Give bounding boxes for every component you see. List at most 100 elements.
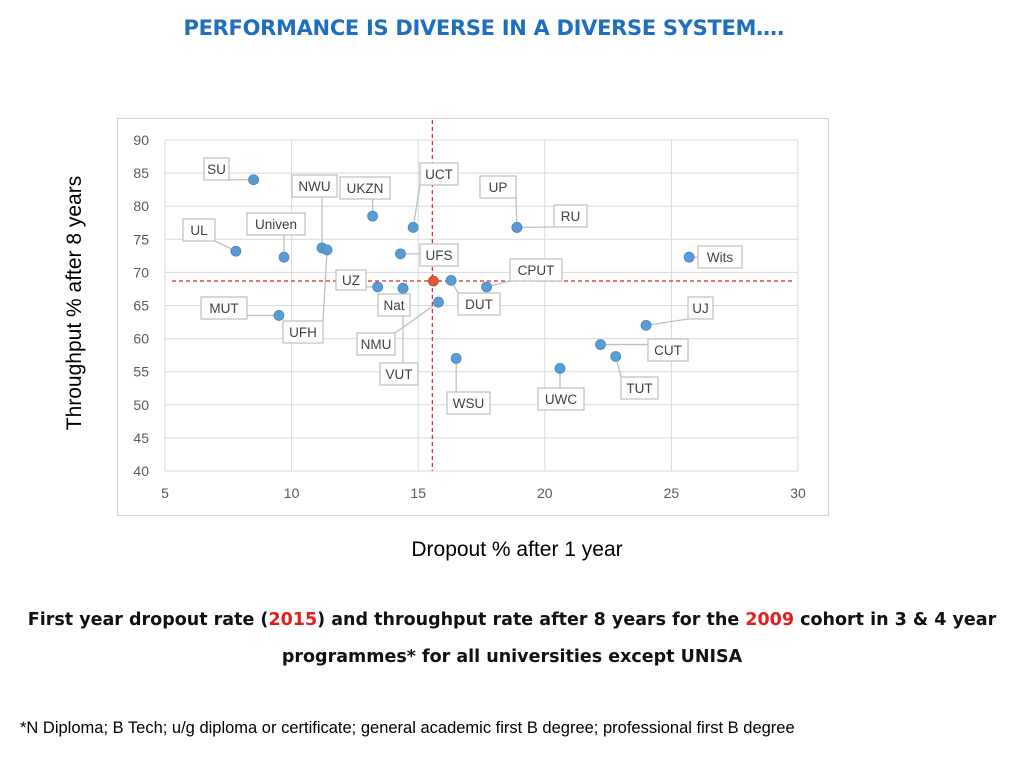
leader-ufh [322, 249, 328, 322]
point-uz [372, 281, 384, 293]
y-tick-label: 45 [133, 430, 149, 446]
point-ul [230, 245, 242, 257]
label-box-tut [620, 376, 659, 400]
label-box-uj [687, 296, 714, 320]
label-box-vut [379, 362, 419, 386]
x-tick-label: 15 [410, 485, 426, 501]
point-wits [683, 251, 695, 263]
label-ukzn: UKZN [347, 181, 384, 196]
label-box-cut [647, 338, 689, 362]
label-tut: TUT [626, 381, 652, 396]
y-tick-label: 55 [133, 364, 149, 380]
label-box-ru [553, 204, 588, 228]
label-univen: Univen [255, 217, 297, 232]
point-uj [640, 319, 652, 331]
caption-year-2009: 2009 [745, 610, 795, 630]
point-ufs [395, 248, 406, 260]
label-dut: DUT [465, 297, 493, 312]
label-box-nwu [291, 174, 338, 198]
caption-text-3: cohort in 3 & 4 year programmes* for all… [281, 610, 997, 667]
label-leaders [214, 179, 698, 392]
point-uwc [554, 362, 566, 374]
label-box-ukzn [339, 176, 391, 200]
label-cut: CUT [654, 343, 682, 358]
point-cput [481, 281, 492, 293]
y-tick-label: 85 [133, 165, 149, 181]
x-tick-label: 30 [790, 485, 806, 501]
y-tick-label: 50 [133, 397, 149, 413]
leader-nmu [394, 301, 439, 334]
page-title: PERFORMANCE IS DIVERSE IN A DIVERSE SYST… [183, 16, 785, 40]
label-box-wsu [446, 391, 491, 415]
x-tick-label: 10 [284, 485, 300, 501]
label-nat: Nat [383, 298, 404, 313]
point-nmu [433, 296, 444, 308]
label-uj: UJ [692, 301, 709, 316]
label-box-up [479, 175, 517, 199]
tick-labels: 40 45 50 55 60 65 70 75 80 85 90 5 10 15 20 25 30 [133, 132, 806, 501]
label-up: UP [489, 180, 508, 195]
x-tick-label: 25 [664, 485, 680, 501]
label-box-dut [457, 292, 501, 316]
footnote: *N Diploma; B Tech; u/g diploma or certi… [20, 719, 795, 737]
label-box-univen [246, 212, 306, 236]
caption-text-2: ) and throughput rate after 8 years for … [317, 610, 746, 630]
y-tick-label: 80 [133, 198, 149, 214]
point-cut [595, 339, 606, 350]
y-tick-label: 40 [133, 463, 149, 479]
label-wits: Wits [707, 250, 733, 265]
label-box-uz [335, 269, 367, 291]
chart-caption: First year dropout rate (2015) and throu… [20, 602, 1004, 676]
caption-year-2015: 2015 [268, 610, 318, 630]
y-tick-label: 60 [133, 331, 149, 347]
leader-uct [412, 184, 421, 228]
point-ru [511, 221, 523, 233]
label-nwu: NWU [298, 179, 330, 194]
label-box-wits [697, 245, 743, 269]
label-ru: RU [561, 209, 581, 224]
y-axis-label: Throughput % after 8 years [63, 175, 86, 431]
y-tick-label: 70 [133, 264, 149, 280]
x-tick-label: 20 [537, 485, 553, 501]
y-tick-label: 90 [133, 132, 149, 148]
label-ul: UL [190, 223, 208, 238]
label-cput: CPUT [518, 263, 555, 278]
point-dut [445, 274, 457, 286]
point-average [427, 275, 439, 287]
label-uz: UZ [342, 273, 360, 288]
x-tick-label: 5 [161, 485, 169, 501]
label-mut: MUT [209, 301, 238, 316]
point-univen [278, 251, 290, 263]
caption-text-1: First year dropout rate ( [27, 610, 269, 630]
point-tut [610, 351, 622, 362]
label-box-uwc [537, 387, 585, 411]
label-uwc: UWC [545, 392, 577, 407]
label-box-cput [509, 258, 563, 282]
x-axis-label: Dropout % after 1 year [411, 538, 623, 561]
label-box-ufs [419, 243, 459, 267]
data-points [230, 174, 695, 374]
label-ufs: UFS [426, 248, 453, 263]
point-mut [273, 310, 285, 321]
label-wsu: WSU [453, 396, 485, 411]
y-tick-label: 75 [133, 231, 149, 247]
label-vut: VUT [386, 367, 413, 382]
point-ukzn [367, 210, 379, 222]
label-box-mut [200, 296, 248, 320]
label-nmu: NMU [361, 337, 392, 352]
data-labels: SU NWU UKZN UCT UP RU UL Univen Wits UFS UZ CPUT Nat… [182, 157, 743, 415]
point-uct [407, 221, 419, 233]
label-ufh: UFH [289, 325, 317, 340]
leader-uj [645, 318, 689, 327]
label-uct: UCT [425, 167, 453, 182]
y-tick-label: 65 [133, 298, 149, 314]
point-su [248, 174, 260, 186]
point-ufh [321, 244, 333, 256]
label-box-ul [182, 218, 216, 242]
label-box-nmu [356, 332, 396, 356]
label-su: SU [207, 162, 226, 177]
label-box-su [203, 157, 230, 181]
point-wsu [450, 353, 462, 364]
label-box-nat [377, 293, 411, 317]
